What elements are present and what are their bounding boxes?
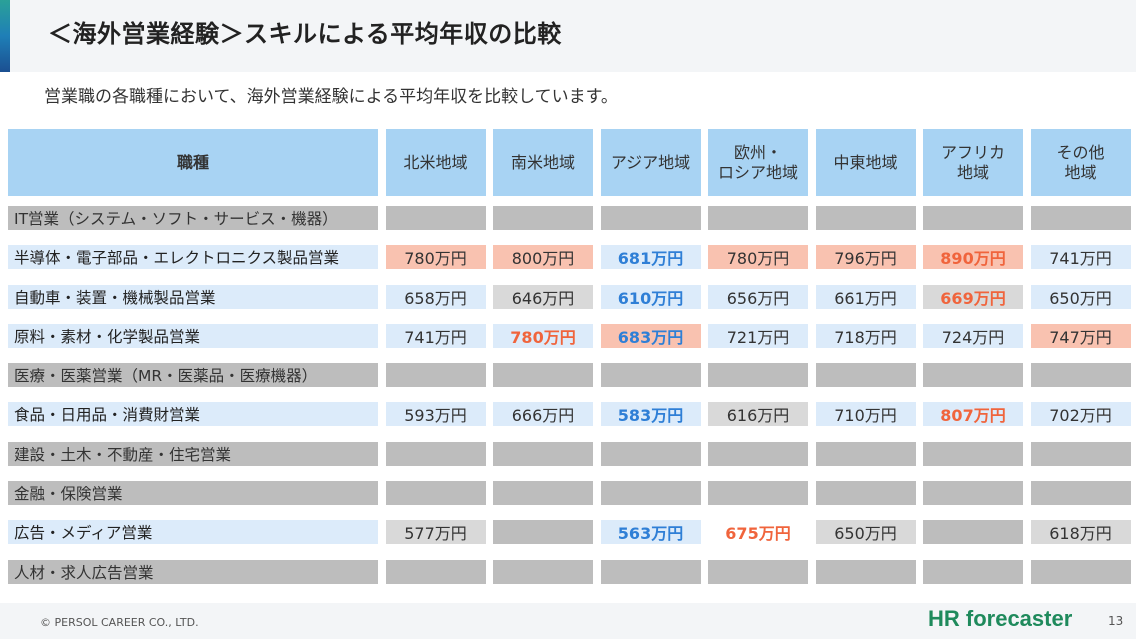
salary-cell (815, 559, 916, 584)
salary-cell: 741万円 (385, 323, 486, 348)
row-label: 原料・素材・化学製品営業 (8, 323, 378, 348)
salary-cell: 741万円 (1030, 245, 1131, 270)
salary-cell: 710万円 (815, 402, 916, 427)
salary-cell (493, 481, 593, 506)
salary-cell: 747万円 (1030, 323, 1131, 348)
salary-cell: 675万円 (708, 520, 808, 545)
salary-cell (385, 481, 486, 506)
salary-cell (708, 481, 808, 506)
header-region: アジア地域 (600, 129, 701, 196)
page-subtitle: 営業職の各職種において、海外営業経験による平均年収を比較しています。 (44, 87, 618, 107)
hr-forecaster-logo: HR forecaster (928, 606, 1073, 631)
salary-cell (385, 559, 486, 584)
header-region: 欧州・ ロシア地域 (708, 129, 808, 196)
salary-cell: 681万円 (600, 245, 701, 270)
salary-cell (815, 441, 916, 466)
salary-cell: 780万円 (708, 245, 808, 270)
salary-cell (708, 441, 808, 466)
salary-cell: 724万円 (923, 323, 1023, 348)
page-number: 13 (1108, 614, 1124, 628)
salary-cell: 780万円 (493, 323, 593, 348)
title-accent-bar (0, 0, 10, 72)
salary-cell (600, 363, 701, 388)
salary-cell (1030, 206, 1131, 230)
salary-cell (923, 363, 1023, 388)
salary-cell (493, 441, 593, 466)
salary-cell: 683万円 (600, 323, 701, 348)
salary-cell (493, 559, 593, 584)
row-label: 広告・メディア営業 (8, 520, 378, 545)
salary-cell: 890万円 (923, 245, 1023, 270)
salary-cell: 721万円 (708, 323, 808, 348)
row-label: 建設・土木・不動産・住宅営業 (8, 441, 378, 466)
row-label: 医療・医薬営業（MR・医薬品・医療機器） (8, 363, 378, 388)
salary-cell (708, 206, 808, 230)
salary-cell (1030, 481, 1131, 506)
salary-cell (385, 363, 486, 388)
row-label: 半導体・電子部品・エレクトロニクス製品営業 (8, 245, 378, 270)
salary-cell: 618万円 (1030, 520, 1131, 545)
header-job-type: 職種 (8, 129, 378, 196)
salary-cell: 658万円 (385, 284, 486, 309)
salary-cell: 610万円 (600, 284, 701, 309)
row-label: 自動車・装置・機械製品営業 (8, 284, 378, 309)
salary-cell (815, 206, 916, 230)
copyright-text: © PERSOL CAREER CO., LTD. (40, 616, 199, 629)
salary-cell: 796万円 (815, 245, 916, 270)
salary-cell (1030, 559, 1131, 584)
salary-cell: 583万円 (600, 402, 701, 427)
header-region: 中東地域 (815, 129, 916, 196)
header-region: その他 地域 (1030, 129, 1131, 196)
header-region: 北米地域 (385, 129, 486, 196)
footer-bar (0, 603, 1136, 639)
page-title: ＜海外営業経験＞スキルによる平均年収の比較 (48, 20, 562, 48)
row-label: 金融・保険営業 (8, 481, 378, 506)
salary-cell (600, 559, 701, 584)
salary-cell: 661万円 (815, 284, 916, 309)
salary-cell (815, 363, 916, 388)
salary-cell (815, 481, 916, 506)
salary-cell (1030, 441, 1131, 466)
salary-cell: 593万円 (385, 402, 486, 427)
salary-cell (923, 206, 1023, 230)
salary-cell (493, 363, 593, 388)
salary-cell: 650万円 (815, 520, 916, 545)
salary-cell (600, 481, 701, 506)
salary-cell (923, 481, 1023, 506)
salary-cell (923, 441, 1023, 466)
salary-cell (385, 206, 486, 230)
salary-cell (385, 441, 486, 466)
salary-cell: 577万円 (385, 520, 486, 545)
salary-cell: 702万円 (1030, 402, 1131, 427)
salary-cell: 616万円 (708, 402, 808, 427)
salary-cell (708, 559, 808, 584)
salary-cell: 800万円 (493, 245, 593, 270)
salary-cell (600, 441, 701, 466)
salary-cell (1030, 363, 1131, 388)
salary-cell: 718万円 (815, 323, 916, 348)
salary-comparison-table: 職種 北米地域 南米地域 アジア地域 欧州・ ロシア地域 中東地域 アフリカ 地域 その他 地… (8, 129, 1131, 599)
row-label: 食品・日用品・消費財営業 (8, 402, 378, 427)
header-region: 南米地域 (493, 129, 593, 196)
salary-cell: 563万円 (600, 520, 701, 545)
row-label: 人材・求人広告営業 (8, 559, 378, 584)
salary-cell: 669万円 (923, 284, 1023, 309)
salary-cell (923, 520, 1023, 545)
salary-cell (923, 559, 1023, 584)
salary-cell: 656万円 (708, 284, 808, 309)
salary-cell (708, 363, 808, 388)
salary-cell: 646万円 (493, 284, 593, 309)
title-bar (0, 0, 1136, 72)
salary-cell: 650万円 (1030, 284, 1131, 309)
header-region: アフリカ 地域 (923, 129, 1023, 196)
row-label: IT営業（システム・ソフト・サービス・機器） (8, 206, 378, 230)
salary-cell (493, 206, 593, 230)
salary-cell (493, 520, 593, 545)
salary-cell: 807万円 (923, 402, 1023, 427)
salary-cell (600, 206, 701, 230)
salary-cell: 780万円 (385, 245, 486, 270)
salary-cell: 666万円 (493, 402, 593, 427)
